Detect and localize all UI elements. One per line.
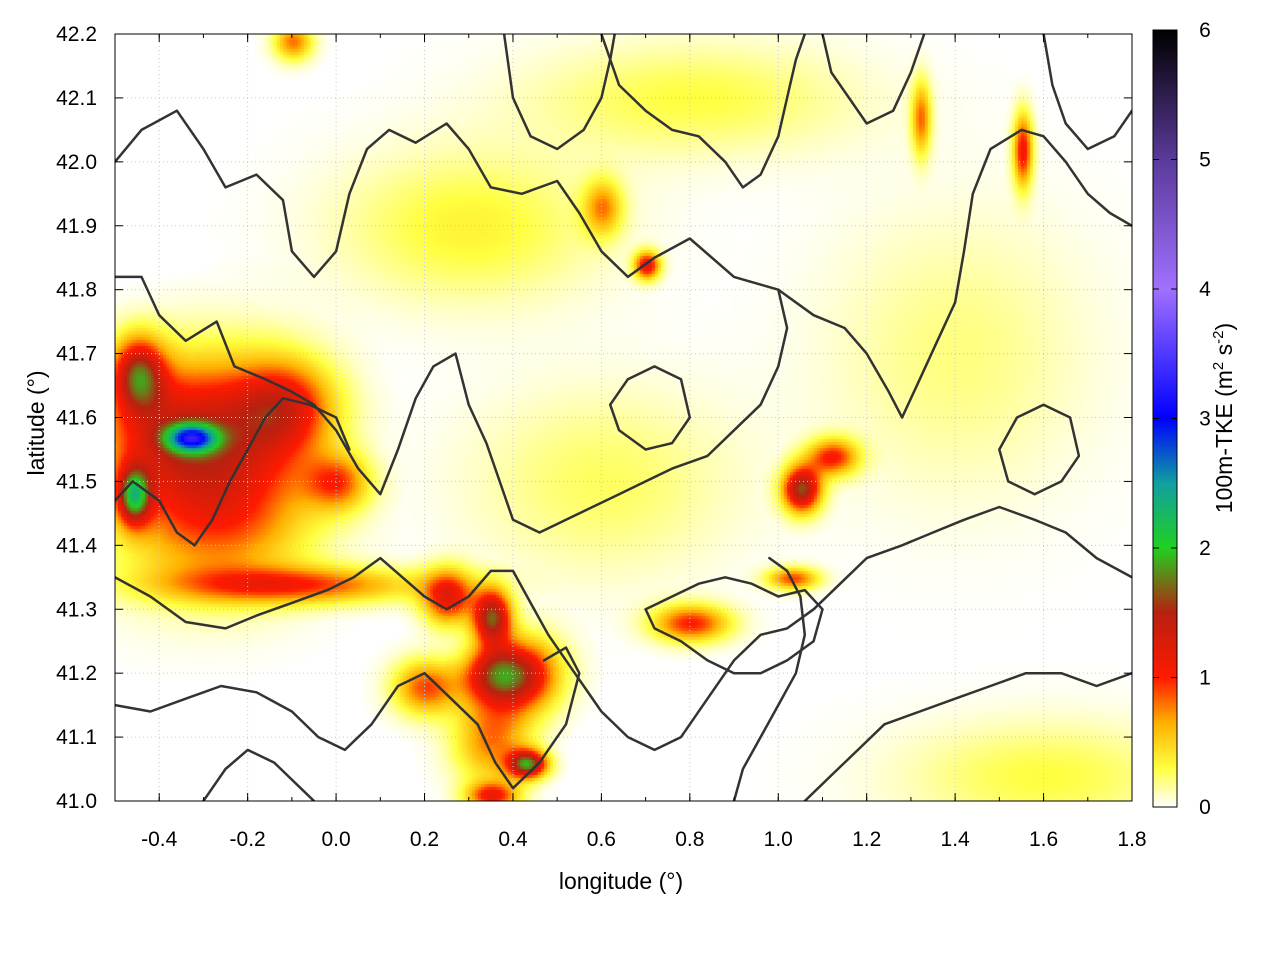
colorbar-label-sup2: -2 <box>1210 330 1227 343</box>
x-tick-label: 1.0 <box>764 828 793 851</box>
x-tick-label: 0.6 <box>587 828 616 851</box>
colorbar-ticks: 0 1 2 3 4 5 6 <box>1153 19 1211 819</box>
colorbar-tick-label: 3 <box>1199 408 1211 431</box>
x-tick-label: 1.2 <box>852 828 881 851</box>
contour-line <box>803 671 1132 801</box>
x-axis: -0.4 -0.2 0.0 0.2 0.4 0.6 0.8 1.0 1.2 1.4 1.6 1.8 <box>114 34 1147 851</box>
x-tick-label: 1.6 <box>1029 828 1058 851</box>
contour-line <box>1042 34 1132 151</box>
colorbar-label-end: ) <box>1211 323 1237 331</box>
y-tick-label: 41.9 <box>56 215 97 238</box>
contour-line <box>821 34 926 125</box>
x-tick-label: 1.8 <box>1117 828 1146 851</box>
contour-line <box>202 748 316 801</box>
x-tick-label: 0.4 <box>498 828 528 851</box>
contour-line <box>644 576 824 675</box>
colorbar-tick-label: 2 <box>1199 537 1211 560</box>
y-tick-label: 41.3 <box>56 598 97 621</box>
y-tick-label: 41.5 <box>56 470 97 493</box>
y-tick-label: 41.6 <box>56 407 97 430</box>
x-tick-label: -0.2 <box>230 828 266 851</box>
y-tick-label: 42.2 <box>56 23 97 46</box>
y-tick-label: 41.1 <box>56 726 97 749</box>
contour-line <box>115 397 351 547</box>
colorbar-tick-label: 6 <box>1199 19 1211 42</box>
y-tick-label: 41.7 <box>56 343 97 366</box>
y-tick-label: 42.1 <box>56 87 97 110</box>
y-axis: 41.0 41.1 41.2 41.3 41.4 41.5 41.6 41.7 41.8 41.9… <box>56 23 1132 813</box>
contour-line <box>732 556 807 801</box>
x-axis-label: longitude (°) <box>559 868 683 894</box>
colorbar-label-mid: s <box>1211 344 1237 362</box>
y-axis-label: latitude (°) <box>23 370 49 475</box>
x-tick-label: 1.4 <box>941 828 971 851</box>
colorbar-tick-label: 5 <box>1199 149 1211 172</box>
contour-line <box>502 34 616 151</box>
contour-line <box>115 505 1132 752</box>
terrain-contours <box>115 34 1132 801</box>
x-tick-label: 0.8 <box>675 828 704 851</box>
contour-line <box>998 403 1081 496</box>
colorbar-tick-label: 1 <box>1199 667 1211 690</box>
colorbar-label: 100m-TKE (m2 s-2) <box>1210 323 1237 513</box>
y-tick-label: 41.4 <box>56 534 97 557</box>
x-tick-label: -0.4 <box>141 828 178 851</box>
x-tick-label: 0.0 <box>321 828 350 851</box>
plot-area <box>114 33 1133 802</box>
contour-line <box>608 365 692 451</box>
colorbar-tick-label: 0 <box>1199 796 1211 819</box>
y-tick-label: 42.0 <box>56 151 97 174</box>
colorbar-tick-label: 4 <box>1199 278 1211 301</box>
x-tick-label: 0.2 <box>410 828 439 851</box>
colorbar-label-sup1: 2 <box>1210 362 1227 370</box>
y-tick-label: 41.8 <box>56 279 97 302</box>
contour-line <box>115 646 581 790</box>
grid-lines <box>115 34 1132 801</box>
contour-line <box>115 109 1132 419</box>
contour-line <box>600 34 807 189</box>
y-tick-label: 41.2 <box>56 662 97 685</box>
contour-line <box>115 275 789 534</box>
colorbar-label-main: 100m-TKE (m <box>1211 370 1237 513</box>
y-tick-label: 41.0 <box>56 790 97 813</box>
